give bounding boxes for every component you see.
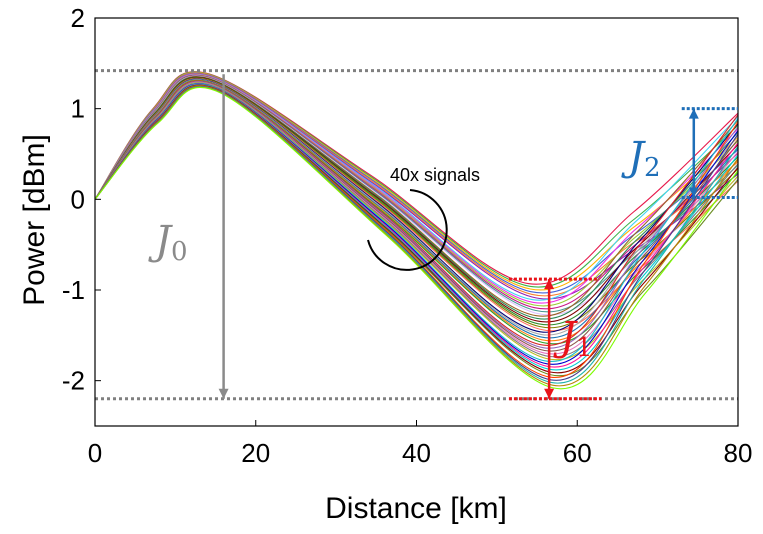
y-tick-label: 1 bbox=[71, 94, 85, 124]
reference-lines bbox=[95, 69, 738, 401]
x-tick-label: 80 bbox=[724, 438, 753, 468]
y-tick-label: 2 bbox=[71, 3, 85, 33]
j0-label: J0 bbox=[148, 218, 188, 267]
signal-curve bbox=[94, 75, 739, 316]
j1-arrow-head bbox=[544, 279, 555, 290]
x-tick-label: 0 bbox=[88, 438, 102, 468]
signals-arc-icon bbox=[367, 189, 448, 271]
y-tick-label: 0 bbox=[71, 184, 85, 214]
y-axis-label: Power [dBm] bbox=[18, 134, 51, 306]
signal-curve bbox=[94, 81, 739, 355]
signal-curve bbox=[94, 79, 739, 339]
signal-curve bbox=[94, 75, 739, 313]
x-axis-label: Distance [km] bbox=[325, 492, 507, 525]
x-axis-ticks: 0 20 40 60 80 bbox=[88, 420, 753, 468]
signal-curve bbox=[94, 77, 739, 326]
y-tick-label: -2 bbox=[62, 366, 85, 396]
signals-label: 40x signals bbox=[390, 165, 480, 185]
annotation-arrows bbox=[218, 74, 738, 401]
j1-label: J1 bbox=[553, 314, 593, 363]
signal-curve bbox=[94, 78, 739, 336]
x-tick-label: 40 bbox=[402, 438, 431, 468]
y-axis-ticks: -2 -1 0 1 2 bbox=[62, 3, 101, 396]
signal-curve bbox=[94, 76, 739, 317]
j2-label: J2 bbox=[621, 134, 661, 183]
j1-arrow-head bbox=[544, 388, 555, 399]
x-tick-label: 60 bbox=[563, 438, 592, 468]
y-tick-label: -1 bbox=[62, 275, 85, 305]
signal-curves bbox=[94, 71, 739, 390]
x-tick-label: 20 bbox=[241, 438, 270, 468]
j2-arrow-head bbox=[688, 187, 699, 198]
signal-curve bbox=[94, 87, 739, 390]
j0-arrow-head bbox=[218, 388, 229, 399]
j2-arrow-head bbox=[688, 108, 699, 119]
